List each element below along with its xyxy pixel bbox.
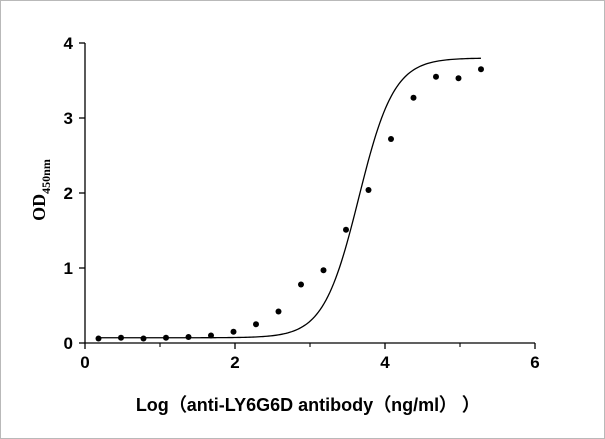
y-tick-label: 0: [64, 334, 73, 353]
data-point: [95, 335, 102, 342]
data-point: [163, 334, 169, 341]
data-point: [118, 334, 124, 341]
x-tick-label: 6: [530, 353, 539, 372]
y-tick-label: 3: [64, 109, 73, 128]
y-axis-title: OD450nm: [29, 159, 53, 221]
y-tick-label: 1: [64, 259, 73, 278]
data-point: [455, 75, 462, 82]
x-tick-label: 2: [230, 353, 239, 372]
y-axis-title-subscript: 450nm: [39, 159, 53, 194]
data-point: [140, 335, 147, 342]
data-point: [320, 267, 327, 274]
y-tick-labels: 0 1 2 3 4: [64, 34, 74, 353]
y-tick-label: 2: [64, 184, 73, 203]
data-point: [433, 73, 439, 80]
data-point: [253, 321, 259, 328]
x-tick-label: 0: [80, 353, 89, 372]
data-point: [388, 136, 394, 142]
data-point: [230, 328, 237, 335]
y-axis-title-main: OD: [29, 194, 49, 221]
data-point: [478, 66, 484, 73]
fit-curve: [98, 57, 482, 339]
data-point: [185, 334, 192, 340]
x-tick-label: 4: [380, 353, 390, 372]
x-tick-labels: 0 2 4 6: [80, 353, 539, 372]
data-point: [410, 94, 417, 101]
data-point: [365, 187, 372, 193]
data-points: [95, 66, 484, 342]
axes: [79, 42, 536, 349]
data-point: [343, 226, 349, 233]
data-point: [208, 332, 214, 339]
data-point: [298, 281, 304, 288]
y-tick-label: 4: [64, 34, 74, 53]
data-point: [275, 308, 282, 315]
x-axis-title: Log（anti-LY6G6D antibody（ng/ml） ）: [136, 395, 480, 415]
